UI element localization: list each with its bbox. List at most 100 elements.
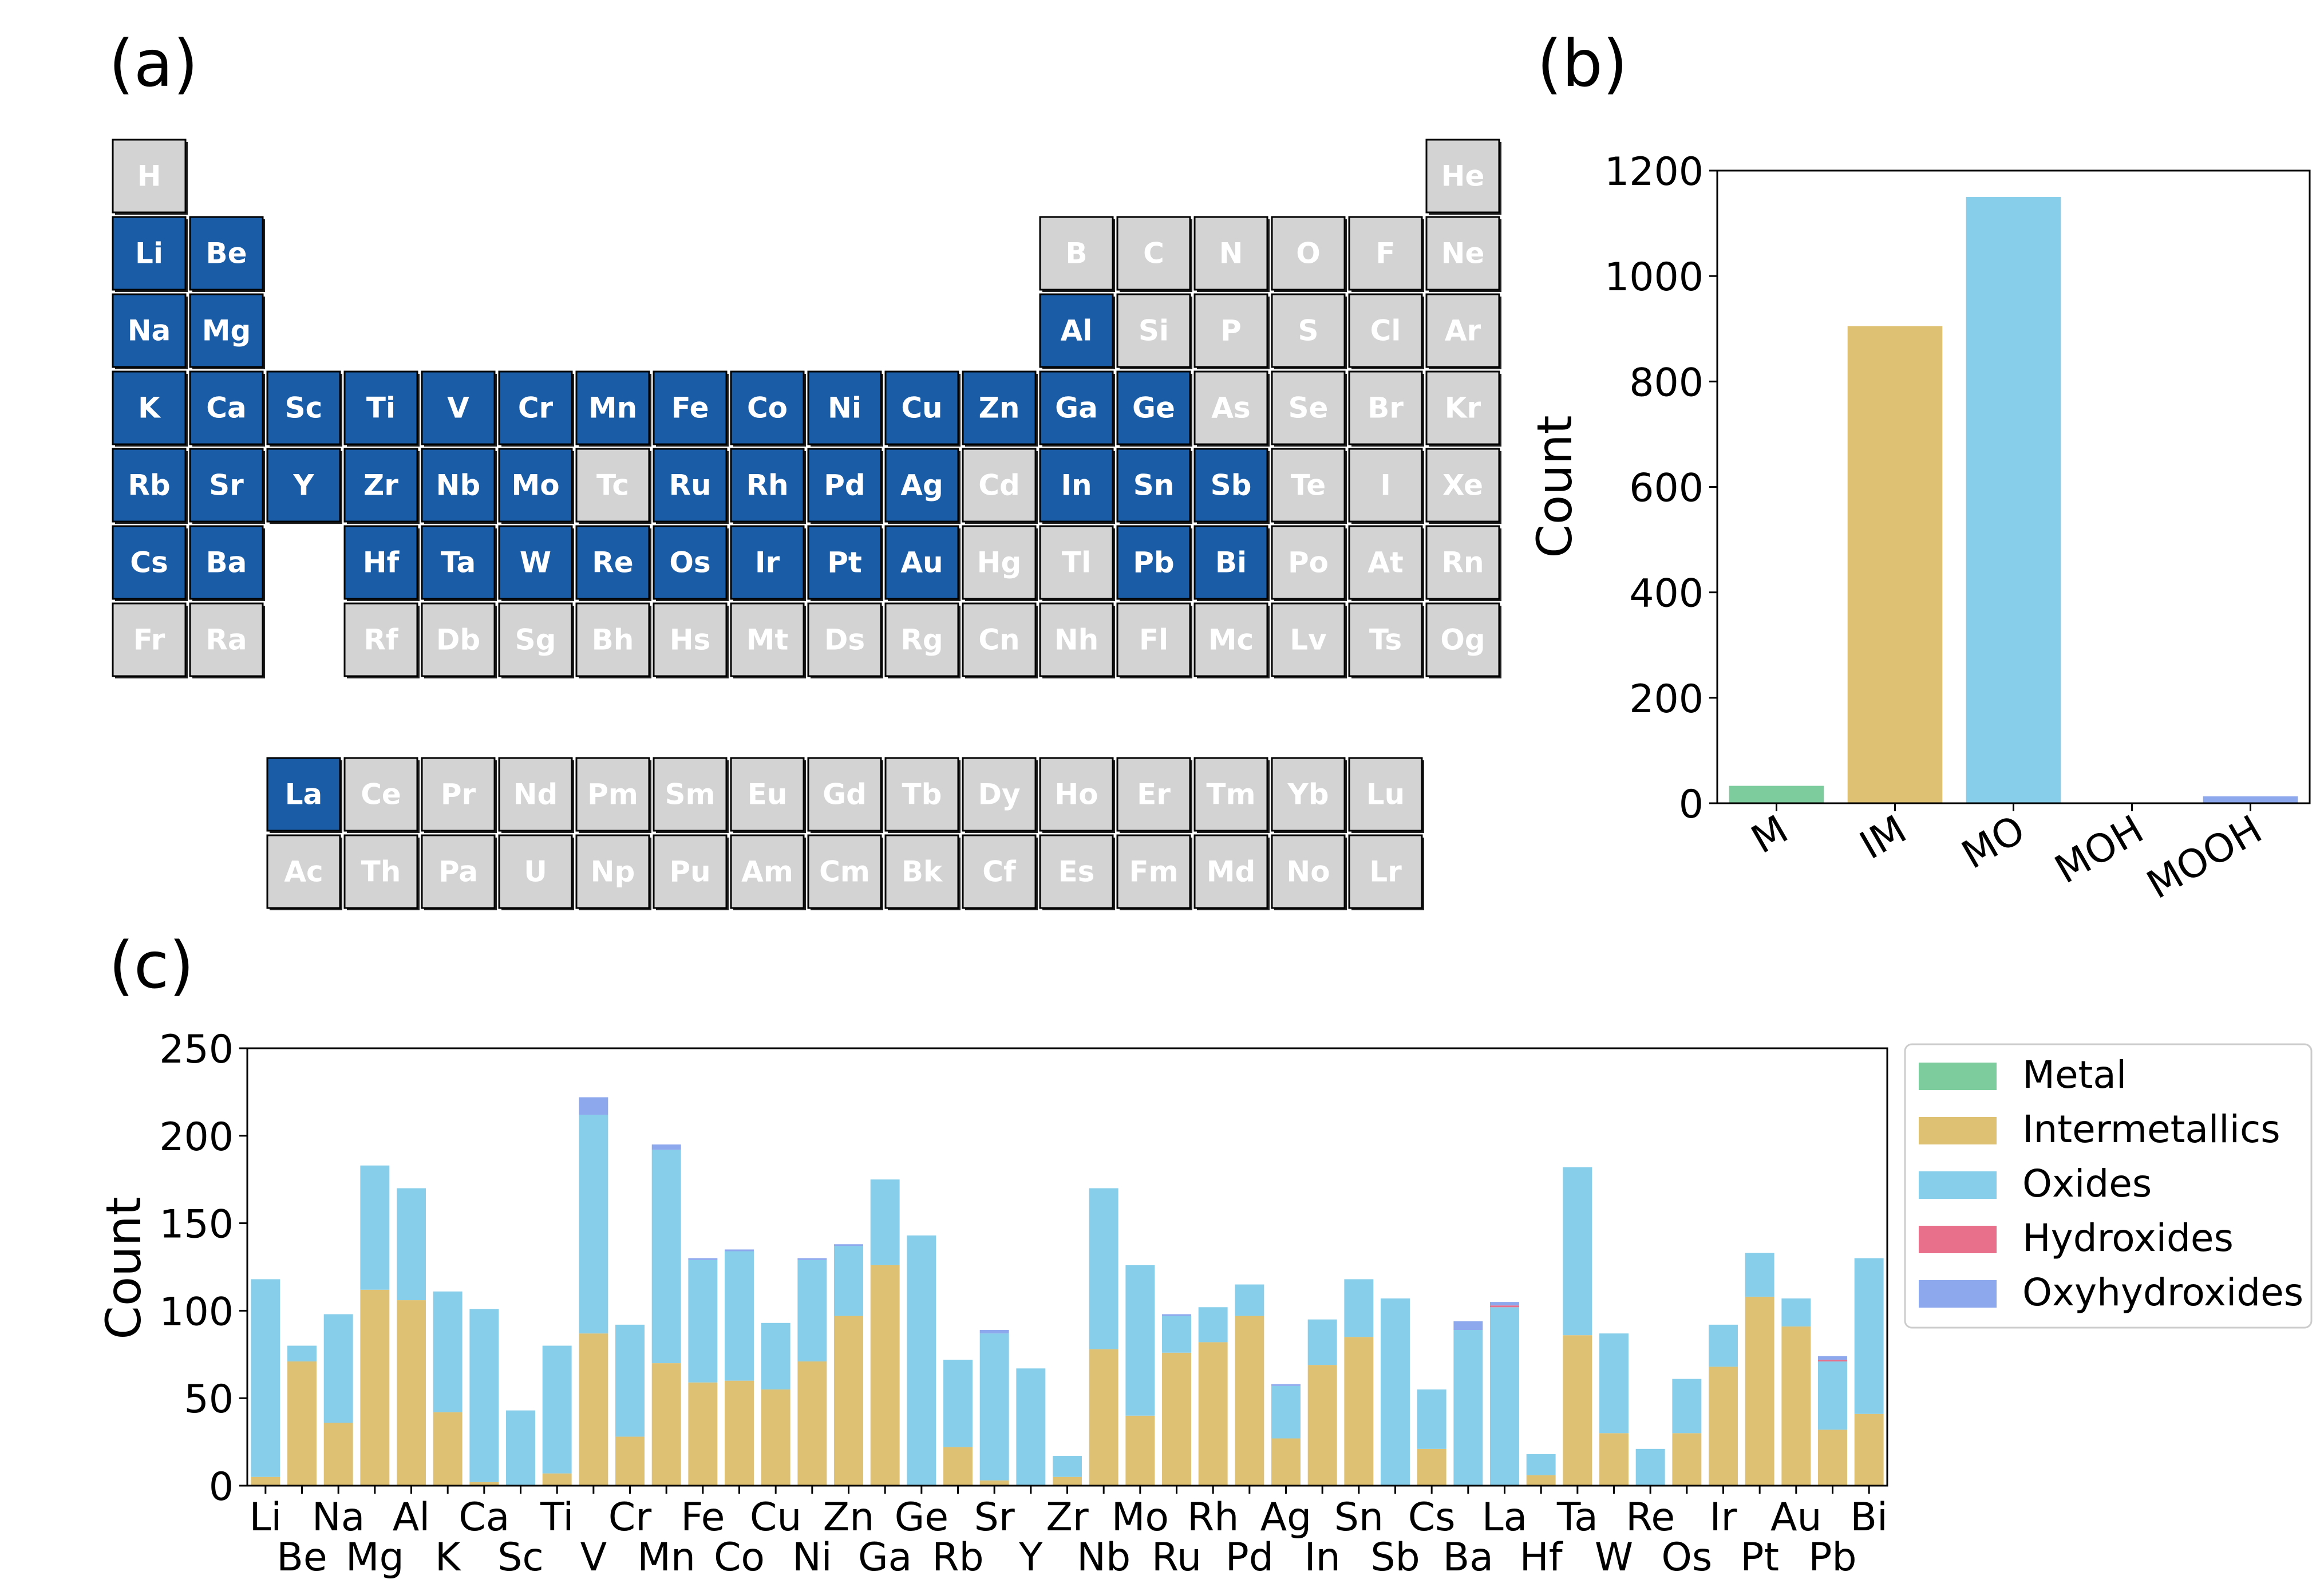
element-cell-be: Be (189, 216, 265, 292)
element-cell-mo: Mo (498, 448, 574, 524)
element-symbol: Pt (827, 546, 862, 579)
bar-segment-pd-intermetallics (1235, 1316, 1264, 1486)
x-tick-label: Sr (974, 1495, 1015, 1540)
x-tick-label: Al (393, 1495, 430, 1540)
periodic-table-f-block: La Ce Pr Nd Pm Sm Eu Gd Tb Dy Ho Er Tm Yb Lu Ac Th Pa U Np P… (266, 757, 1424, 910)
bar-segment-ba-oxyhydroxides (1453, 1321, 1483, 1331)
element-symbol: Rh (746, 469, 788, 502)
element-symbol: Ce (361, 778, 401, 811)
element-symbol: Al (1061, 314, 1093, 348)
element-cell-ra: Ra (189, 602, 265, 678)
bar-segment-fe-oxyhydroxides (688, 1258, 718, 1260)
element-cell-re: Re (575, 525, 651, 601)
bar-mo (1966, 197, 2061, 804)
x-tick-label: W (1595, 1535, 1633, 1580)
element-symbol: O (1296, 237, 1321, 270)
element-symbol: Ru (669, 469, 711, 502)
element-symbol: Nb (436, 469, 481, 502)
bar-segment-cu-intermetallics (761, 1389, 791, 1486)
element-symbol: Pu (669, 855, 710, 889)
element-cell-bk: Bk (884, 834, 961, 910)
element-symbol: Pr (441, 778, 476, 811)
bar-segment-ga-oxides (870, 1179, 900, 1265)
element-cell-po: Po (1271, 525, 1347, 601)
element-symbol: Rg (900, 623, 943, 657)
bar-segment-ag-intermetallics (1271, 1438, 1301, 1486)
element-cell-al: Al (1039, 293, 1115, 369)
element-symbol: Fe (671, 392, 709, 425)
bar-segment-be-intermetallics (287, 1361, 317, 1486)
x-tick-label: Be (276, 1535, 327, 1580)
element-symbol: P (1220, 314, 1242, 348)
bar-segment-sn-intermetallics (1344, 1337, 1374, 1486)
element-cell-es: Es (1039, 834, 1115, 910)
x-tick-label: Fe (681, 1495, 725, 1540)
element-cell-fr: Fr (112, 602, 188, 678)
bar-segment-la-oxides (1490, 1307, 1519, 1486)
element-symbol: Fm (1129, 855, 1178, 889)
element-symbol: Bh (592, 623, 634, 657)
bar-segment-ir-intermetallics (1709, 1367, 1738, 1486)
y-tick-label: 150 (159, 1202, 234, 1248)
y-tick-label: 200 (159, 1115, 234, 1160)
element-cell-lv: Lv (1271, 602, 1347, 678)
bar-segment-sn-oxides (1344, 1279, 1374, 1337)
element-symbol: Ts (1369, 623, 1402, 657)
element-cell-zr: Zr (343, 448, 420, 524)
element-symbol: Pa (438, 855, 478, 889)
element-symbol: Cr (518, 392, 554, 425)
x-tick-label: Ti (540, 1495, 574, 1540)
legend-entry-hydroxides: Hydroxides (1919, 1216, 2234, 1260)
x-tick-label: Os (1661, 1535, 1712, 1580)
element-cell-hg: Hg (962, 525, 1038, 601)
bar-segment-na-oxides (323, 1314, 353, 1423)
element-cell-bi: Bi (1193, 525, 1270, 601)
bar-segment-mn-intermetallics (651, 1363, 681, 1486)
bar-segment-ag-oxyhydroxides (1271, 1384, 1301, 1386)
bar-segment-al-intermetallics (397, 1300, 426, 1486)
legend-entry-oxides: Oxides (1919, 1162, 2152, 1206)
legend-swatch (1919, 1063, 1997, 1090)
element-cell-er: Er (1116, 757, 1192, 833)
bar-segment-pb-intermetallics (1818, 1430, 1847, 1486)
element-symbol: U (524, 855, 547, 889)
x-tick-label: Re (1626, 1495, 1675, 1540)
element-cell-cs: Cs (112, 525, 188, 601)
element-symbol: Re (592, 546, 633, 579)
x-tick-label: Ir (1709, 1495, 1737, 1540)
element-symbol: Np (591, 855, 635, 889)
element-symbol: Ti (366, 392, 396, 425)
bar-segment-ru-oxyhydroxides (1162, 1314, 1191, 1316)
element-count-chart: LiBeNaMgAlKCaScTiVCrMnFeCoCuNiZnGaGeRbSr… (159, 1027, 1888, 1580)
bar-segment-ba-oxides (1453, 1330, 1483, 1486)
element-symbol: Rf (363, 623, 399, 657)
element-cell-au: Au (884, 525, 961, 601)
element-symbol: Sr (209, 469, 244, 502)
x-tick-label: V (580, 1535, 607, 1580)
element-symbol: Tc (596, 469, 629, 502)
bar-segment-v-intermetallics (579, 1333, 608, 1486)
periodic-table-main: H He Li Be B C N O F Ne Na Mg Al Si P S Cl Ar K Ca Sc Ti V Cr Mn… (112, 139, 1501, 678)
element-cell-mg: Mg (189, 293, 265, 369)
element-cell-ir: Ir (730, 525, 806, 601)
bar-segment-cr-intermetallics (615, 1436, 645, 1486)
x-tick-label: Ru (1152, 1535, 1201, 1580)
bar-segment-ir-oxides (1709, 1324, 1738, 1367)
bar-segment-li-intermetallics (251, 1477, 280, 1486)
panel-b-label: (b) (1537, 27, 1627, 101)
bar-segment-sb-oxides (1381, 1298, 1410, 1486)
element-symbol: Zn (979, 392, 1020, 425)
element-symbol: Gd (823, 778, 867, 811)
bar-segment-y-oxides (1016, 1368, 1046, 1486)
x-tick-label: In (1305, 1535, 1341, 1580)
element-symbol: Ne (1441, 237, 1485, 270)
element-symbol: Ta (441, 546, 476, 579)
element-cell-kr: Kr (1425, 370, 1501, 447)
bar-segment-re-oxides (1635, 1448, 1665, 1486)
element-cell-zn: Zn (962, 370, 1038, 447)
element-symbol: Br (1367, 392, 1404, 425)
element-cell-nb: Nb (421, 448, 497, 524)
bar-segment-zr-oxides (1053, 1456, 1082, 1477)
element-cell-hf: Hf (343, 525, 420, 601)
bar-segment-nb-intermetallics (1089, 1349, 1118, 1486)
